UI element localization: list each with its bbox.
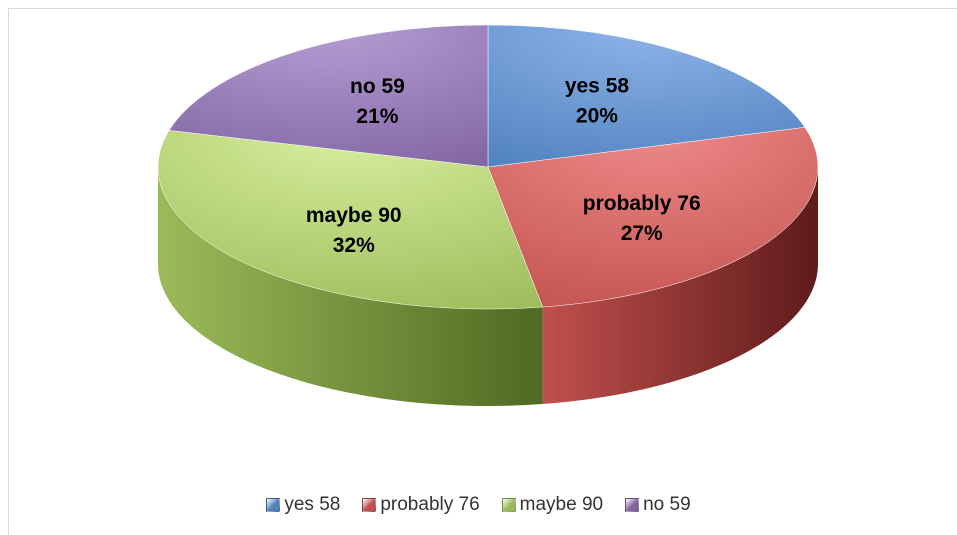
data-label-no-percent: 21%: [356, 105, 398, 128]
data-label-no-name: no 59: [350, 75, 405, 98]
legend-item-maybe: maybe 90: [501, 494, 604, 516]
legend-item-probably: probably 76: [362, 494, 480, 516]
legend-label-probably: probably 76: [380, 494, 480, 515]
pie-sides: [158, 167, 818, 406]
pie-side-probably: [542, 167, 818, 405]
data-label-yes-name: yes 58: [565, 75, 630, 98]
legend-swatch-no: [625, 498, 640, 512]
pie-slices: [157, 24, 819, 310]
legend-swatch-probably: [362, 498, 377, 512]
data-label-maybe-name: maybe 90: [306, 204, 402, 227]
data-label-maybe-percent: 32%: [333, 234, 375, 257]
pie-side-maybe: [158, 167, 543, 406]
data-label-yes-percent: 20%: [576, 105, 618, 128]
pie-slice-probably: [487, 127, 819, 308]
legend-label-maybe: maybe 90: [519, 494, 604, 515]
data-label-probably-percent: 27%: [621, 222, 663, 245]
legend: yes 58 probably 76 maybe 90 no 59: [0, 491, 957, 519]
pie-slice-maybe: [157, 130, 544, 310]
legend-label-no: no 59: [643, 494, 691, 515]
legend-label-yes: yes 58: [284, 494, 341, 515]
data-labels: yes 58 20% probably 76 27% maybe 90 32% no 59 2…: [306, 75, 701, 258]
pie-slice-no: [168, 24, 489, 168]
pie-slice-yes: [487, 24, 806, 168]
legend-swatch-yes: [266, 498, 281, 512]
legend-swatch-maybe: [501, 498, 516, 512]
data-label-probably-name: probably 76: [583, 192, 701, 215]
legend-item-yes: yes 58: [266, 494, 340, 516]
legend-item-no: no 59: [625, 494, 691, 516]
